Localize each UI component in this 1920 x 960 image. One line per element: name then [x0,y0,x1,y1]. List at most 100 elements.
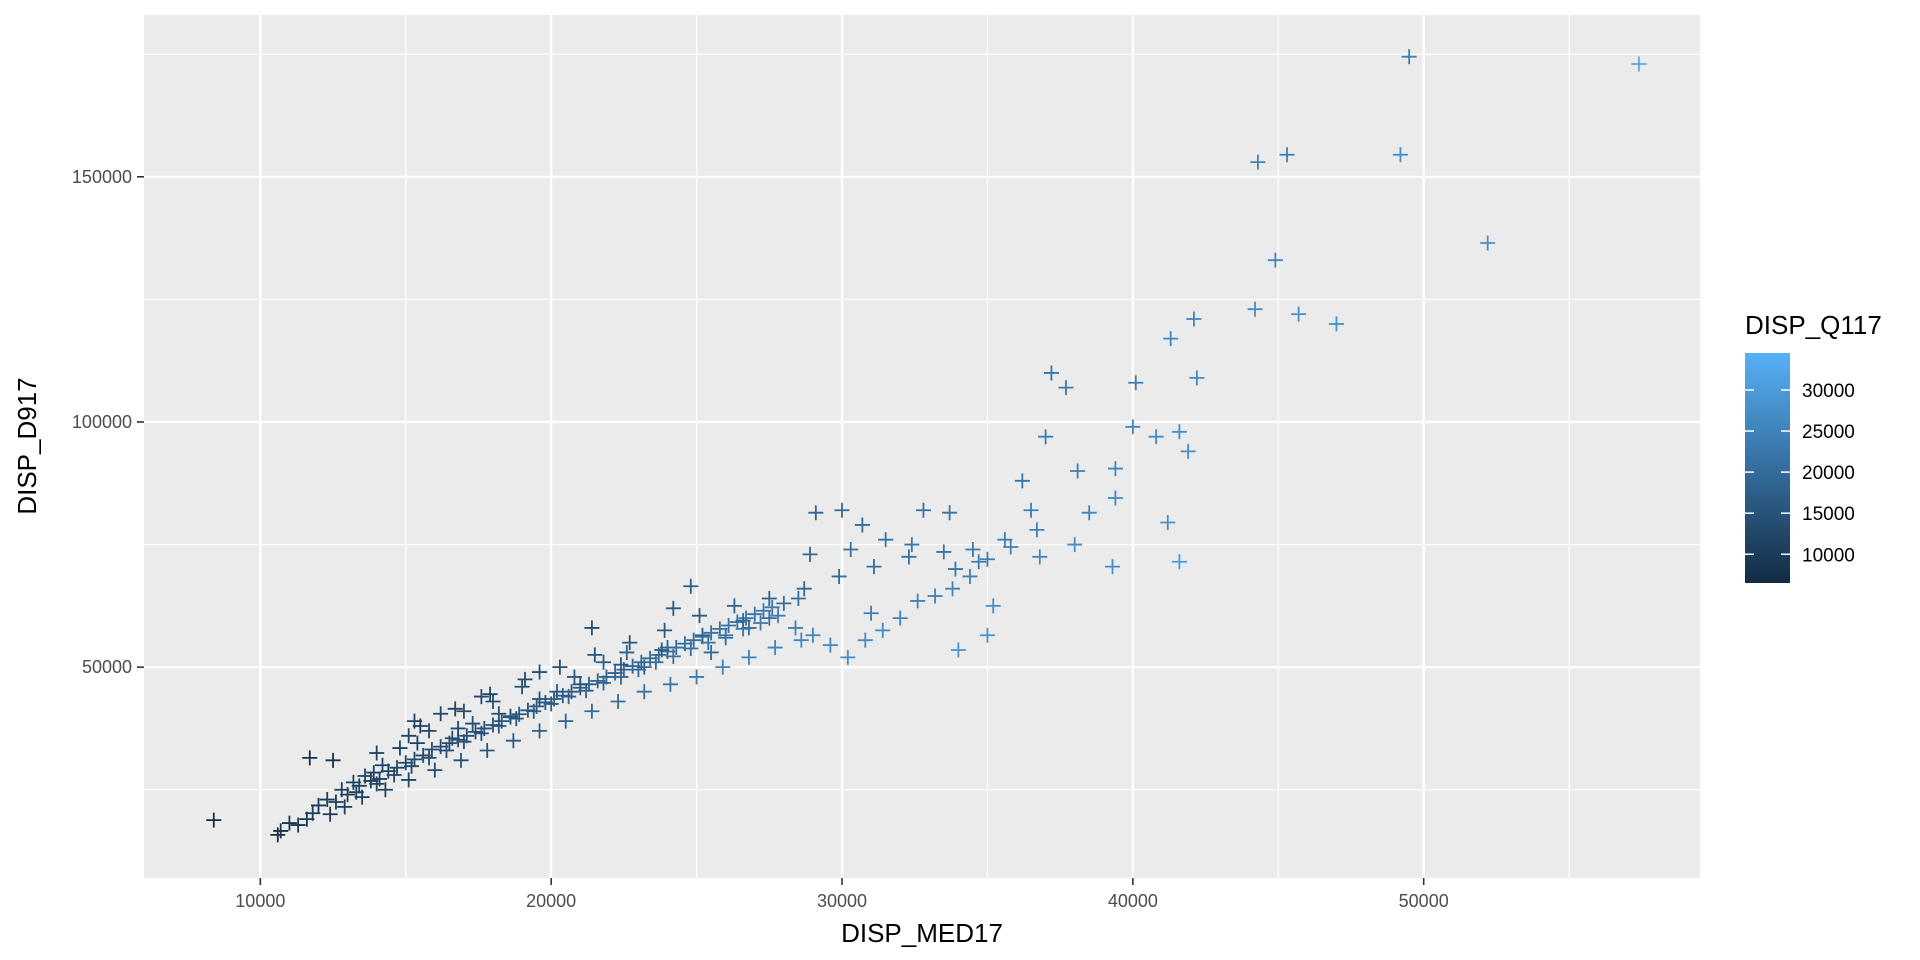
data-point [668,640,684,656]
data-point [311,797,327,813]
legend-label: 30000 [1802,381,1855,402]
data-point [790,591,806,607]
data-point [1067,537,1083,553]
y-tick-label: 150000 [72,167,132,187]
x-axis: 10000 20000 30000 40000 50000 [235,878,1449,911]
data-point [747,606,763,622]
data-point [482,686,498,702]
data-point [854,517,870,533]
data-point [1279,147,1295,163]
data-point [694,627,710,643]
data-point [1043,365,1059,381]
data-point [508,711,524,727]
data-point [351,778,367,794]
data-point [892,610,908,626]
data-point [689,669,705,685]
data-point [421,750,437,766]
data-point [485,693,501,709]
x-tick-label: 30000 [817,891,867,911]
data-point [1480,235,1496,251]
data-point [764,599,780,615]
data-point [369,776,385,792]
data-point [1180,443,1196,459]
data-point [1125,419,1141,435]
data-point [514,679,530,695]
data-point [927,588,943,604]
data-point [947,561,963,577]
data-point [543,696,559,712]
data-point [1003,539,1019,555]
data-point [915,502,931,518]
data-point [726,598,742,614]
data-point [377,782,393,798]
data-point [665,600,681,616]
data-point [1128,375,1144,391]
data-point [1631,56,1647,72]
data-point [950,642,966,658]
data-point [875,622,891,638]
data-point [1023,502,1039,518]
data-point [441,735,457,751]
data-point [662,676,678,692]
data-point [808,505,824,521]
data-point [776,595,792,611]
data-point [718,627,734,643]
data-point [596,675,612,691]
data-point [479,743,495,759]
data-point [686,632,702,648]
data-point [965,541,981,557]
data-point [613,657,629,673]
data-point [532,723,548,739]
data-point [465,716,481,732]
data-point [633,654,649,670]
data-point [683,641,699,657]
data-point [840,649,856,665]
y-axis-title: DISP_D917 [12,377,42,514]
data-point [878,532,894,548]
data-point [532,691,548,707]
data-point [910,593,926,609]
data-point [770,608,786,624]
data-point [630,662,646,678]
data-point [796,581,812,597]
data-point [767,640,783,656]
data-point [340,787,356,803]
legend-label: 15000 [1802,504,1855,525]
data-point [406,751,422,767]
data-point [281,815,297,831]
data-point [703,625,719,641]
data-point [1247,301,1263,317]
data-point [802,546,818,562]
data-point [491,706,507,722]
data-point [866,559,882,575]
x-axis-title: DISP_MED17 [841,918,1003,948]
legend-label: 25000 [1802,422,1855,443]
data-point [328,794,344,810]
data-point [401,728,417,744]
y-tick-label: 100000 [72,412,132,432]
y-axis: 50000 100000 150000 [72,167,144,677]
data-point [325,752,341,768]
data-point [450,720,466,736]
data-point [753,615,769,631]
legend-label: 10000 [1802,545,1855,566]
data-point [453,752,469,768]
data-point [319,792,335,808]
legend-label: 20000 [1802,463,1855,484]
data-point [636,684,652,700]
data-point [822,637,838,653]
data-point [619,644,635,660]
data-point [904,537,920,553]
data-point [1029,522,1045,538]
data-point [389,760,405,776]
data-point [1107,461,1123,477]
data-point [843,541,859,557]
data-point [404,758,420,774]
data-point [1148,429,1164,445]
data-point [901,549,917,565]
data-point [584,620,600,636]
data-point [1189,370,1205,386]
data-point [831,568,847,584]
data-point [979,551,995,567]
legend-ticks: 10000 15000 20000 25000 30000 [1745,381,1855,566]
